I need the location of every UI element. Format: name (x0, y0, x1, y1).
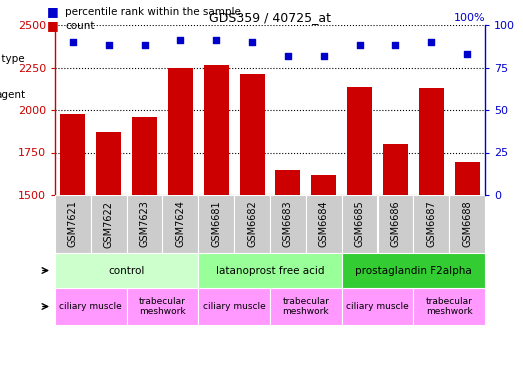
Bar (163, 195, 198, 253)
Bar (413, 288, 485, 325)
Bar (60, 114, 85, 195)
Bar (132, 117, 157, 195)
Point (320, 53, 328, 59)
Point (140, 42, 149, 48)
Text: prostaglandin F2alpha: prostaglandin F2alpha (355, 265, 472, 276)
Text: GSM7621: GSM7621 (68, 201, 78, 247)
Point (284, 53, 292, 59)
Bar (419, 88, 444, 195)
Text: GSM6684: GSM6684 (319, 201, 329, 247)
Text: trabecular
meshwork: trabecular meshwork (282, 297, 329, 316)
Text: GSM7624: GSM7624 (175, 201, 186, 247)
Text: trabecular
meshwork: trabecular meshwork (139, 297, 186, 316)
Bar (55, 288, 127, 325)
Bar (203, 65, 229, 195)
Text: ciliary muscle: ciliary muscle (346, 302, 409, 311)
Text: trabecular
meshwork: trabecular meshwork (426, 297, 473, 316)
Point (69, 39, 77, 45)
Text: ciliary muscle: ciliary muscle (203, 302, 266, 311)
Text: control: control (108, 265, 145, 276)
Bar (127, 195, 163, 253)
Bar (198, 288, 270, 325)
Bar (342, 195, 378, 253)
Text: percentile rank within the sample: percentile rank within the sample (65, 7, 241, 17)
Point (463, 51, 471, 57)
Text: latanoprost free acid: latanoprost free acid (216, 265, 324, 276)
Bar (168, 68, 193, 195)
Text: GSM6681: GSM6681 (211, 201, 221, 247)
Bar (234, 195, 270, 253)
Text: GSM6682: GSM6682 (247, 201, 257, 247)
Bar (270, 288, 342, 325)
Bar (55, 253, 198, 288)
Bar (342, 288, 413, 325)
Bar (342, 253, 485, 288)
Bar (306, 195, 342, 253)
Point (391, 42, 400, 48)
Bar (413, 195, 449, 253)
Text: ■: ■ (47, 5, 59, 19)
Bar (378, 195, 413, 253)
Point (248, 39, 256, 45)
Bar (311, 175, 336, 195)
Text: GSM6685: GSM6685 (355, 201, 365, 247)
Bar (91, 195, 127, 253)
Text: agent: agent (0, 90, 25, 101)
Bar (383, 144, 408, 195)
Text: 100%: 100% (453, 13, 485, 23)
Point (105, 42, 113, 48)
Bar (454, 162, 480, 195)
Bar (198, 253, 342, 288)
Bar (55, 195, 91, 253)
Text: ciliary muscle: ciliary muscle (60, 302, 122, 311)
Text: GSM6686: GSM6686 (390, 201, 401, 247)
Text: GSM6687: GSM6687 (426, 201, 436, 247)
Bar (449, 195, 485, 253)
Bar (276, 170, 300, 195)
Point (356, 42, 364, 48)
Point (176, 37, 185, 43)
Text: count: count (65, 21, 95, 31)
Title: GDS359 / 40725_at: GDS359 / 40725_at (209, 11, 331, 24)
Point (427, 39, 436, 45)
Bar (127, 288, 198, 325)
Point (212, 37, 220, 43)
Bar (198, 195, 234, 253)
Text: GSM6683: GSM6683 (283, 201, 293, 247)
Bar (240, 74, 265, 195)
Bar (270, 195, 306, 253)
Bar (96, 132, 121, 195)
Text: cell type: cell type (0, 55, 25, 64)
Bar (347, 87, 372, 195)
Text: GSM7622: GSM7622 (104, 201, 113, 247)
Text: GSM7623: GSM7623 (140, 201, 150, 247)
Text: GSM6688: GSM6688 (462, 201, 472, 247)
Text: ■: ■ (47, 19, 59, 33)
